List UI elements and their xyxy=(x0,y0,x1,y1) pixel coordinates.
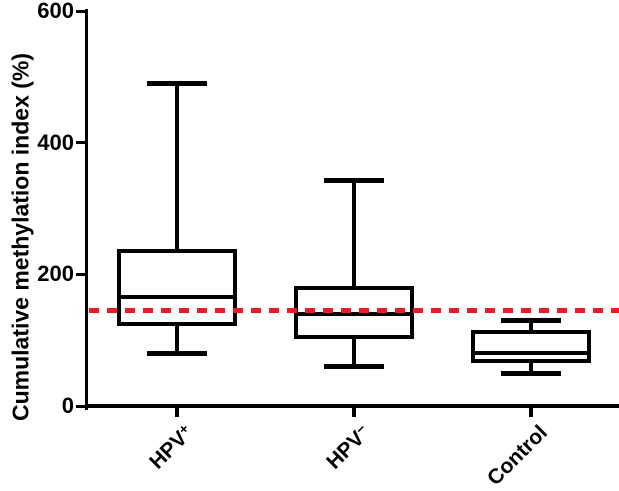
y-axis-line xyxy=(85,9,88,410)
median-line xyxy=(118,295,235,300)
upper-whisker-stem xyxy=(528,320,533,333)
x-tick-label: Control xyxy=(483,421,553,491)
x-tick-label: HPV+ xyxy=(145,421,198,474)
lower-whisker-stem xyxy=(528,361,533,374)
y-tick-label: 600 xyxy=(37,0,74,23)
y-tick-mark xyxy=(76,141,86,145)
upper-whisker-cap xyxy=(323,177,384,183)
y-tick-mark xyxy=(76,9,86,13)
category-label-text: Control xyxy=(482,421,552,491)
reference-line xyxy=(89,308,619,314)
x-tick-mark xyxy=(351,408,356,417)
lower-whisker-cap xyxy=(500,370,561,376)
y-tick-label: 0 xyxy=(61,393,74,418)
y-tick-mark xyxy=(76,272,86,276)
upper-whisker-cap xyxy=(500,317,561,323)
y-tick-label: 200 xyxy=(37,261,74,287)
upper-whisker-cap xyxy=(146,80,207,86)
y-tick-mark xyxy=(76,404,86,408)
median-line xyxy=(472,351,589,356)
lower-whisker-cap xyxy=(146,350,207,356)
x-axis-line xyxy=(85,404,619,408)
lower-whisker-stem xyxy=(174,323,179,354)
upper-whisker-stem xyxy=(351,180,356,288)
x-tick-label: HPV− xyxy=(322,421,375,474)
upper-whisker-stem xyxy=(174,83,179,252)
box-3 xyxy=(470,330,591,364)
lower-whisker-cap xyxy=(323,364,384,369)
lower-whisker-stem xyxy=(351,336,356,367)
box-1 xyxy=(116,249,237,326)
x-tick-mark xyxy=(174,408,179,417)
y-axis-label: Cumulative methylation index (%) xyxy=(7,52,34,422)
y-tick-label: 400 xyxy=(37,129,74,155)
median-line xyxy=(295,311,412,316)
x-tick-mark xyxy=(528,408,533,417)
